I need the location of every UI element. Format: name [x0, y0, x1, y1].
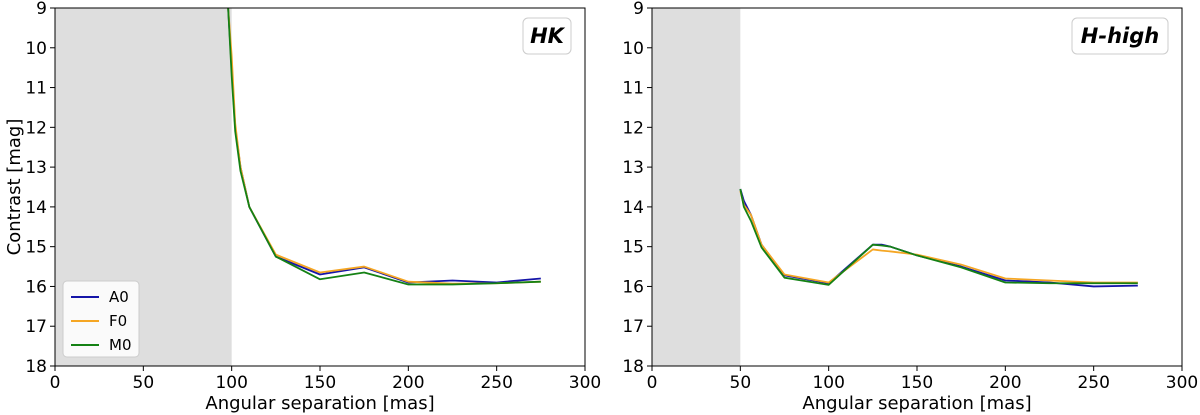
x-tick-label: 250: [480, 373, 512, 393]
panel-label: H-high: [1081, 24, 1159, 48]
panel-h-high: 0 50 100 150 200 250 300 9 10 11 12 13 14 15 16 17 18 Ang…: [622, 0, 1198, 414]
y-tick-label: 11: [25, 79, 47, 99]
panel-label-box: [522, 17, 572, 55]
y-tick-label: 17: [622, 317, 644, 337]
y-tick-label: 10: [25, 39, 47, 59]
y-tick-label: 9: [36, 0, 47, 19]
series-line-m0: [739, 188, 1138, 286]
x-tick-label: 200: [392, 373, 424, 393]
x-tick-label: 200: [989, 373, 1021, 393]
x-tick-label: 150: [901, 373, 933, 393]
series-line-f0: [227, 8, 541, 285]
y-tick-label: 17: [25, 317, 47, 337]
series-group: [227, 8, 541, 286]
x-tick-label: 0: [50, 373, 61, 393]
series-group: [739, 188, 1138, 288]
x-tick-label: 100: [812, 373, 844, 393]
y-tick-label: 9: [633, 0, 644, 19]
y-tick-label: 14: [25, 198, 47, 218]
panel-label-box: [1071, 17, 1169, 55]
x-axis-label: Angular separation [mas]: [802, 393, 1031, 414]
x-tick-label: 300: [569, 373, 601, 393]
y-tick-label: 14: [622, 198, 644, 218]
x-tick-label: 100: [215, 373, 247, 393]
legend-label-f0: F0: [109, 312, 127, 330]
x-tick-label: 0: [647, 373, 658, 393]
panel-label: HK: [530, 24, 566, 48]
y-tick-label: 13: [25, 158, 47, 178]
y-tick-label: 18: [622, 357, 644, 377]
y-tick-label: 15: [622, 238, 644, 258]
series-line-a0: [739, 188, 1138, 288]
y-tick-label: 16: [25, 277, 47, 297]
x-tick-label: 250: [1077, 373, 1109, 393]
y-tick-label: 11: [622, 79, 644, 99]
y-tick-label: 16: [622, 277, 644, 297]
y-tick-label: 12: [25, 118, 47, 138]
series-line-f0: [739, 190, 1138, 284]
y-tick-label: 15: [25, 238, 47, 258]
panel-hk: 0 50 100 150 200 250 300 9 10 11 12 13 14 15 16 17 18 Ang…: [25, 0, 601, 414]
x-tick-label: 50: [730, 373, 752, 393]
x-tick-label: 150: [304, 373, 336, 393]
x-axis-label: Angular separation [mas]: [205, 393, 434, 414]
y-axis-label: Contrast [mag]: [4, 119, 25, 256]
x-tick-label: 50: [133, 373, 155, 393]
series-line-a0: [227, 8, 541, 284]
y-tick-label: 10: [622, 39, 644, 59]
y-tick-label: 18: [25, 357, 47, 377]
y-tick-label: 13: [622, 158, 644, 178]
series-line-m0: [227, 8, 541, 286]
legend-box: [62, 280, 140, 358]
legend-label-m0: M0: [109, 336, 132, 354]
y-tick-label: 12: [622, 118, 644, 138]
legend-label-a0: A0: [109, 288, 129, 306]
x-tick-label: 300: [1166, 373, 1198, 393]
shaded-region: [652, 8, 741, 366]
